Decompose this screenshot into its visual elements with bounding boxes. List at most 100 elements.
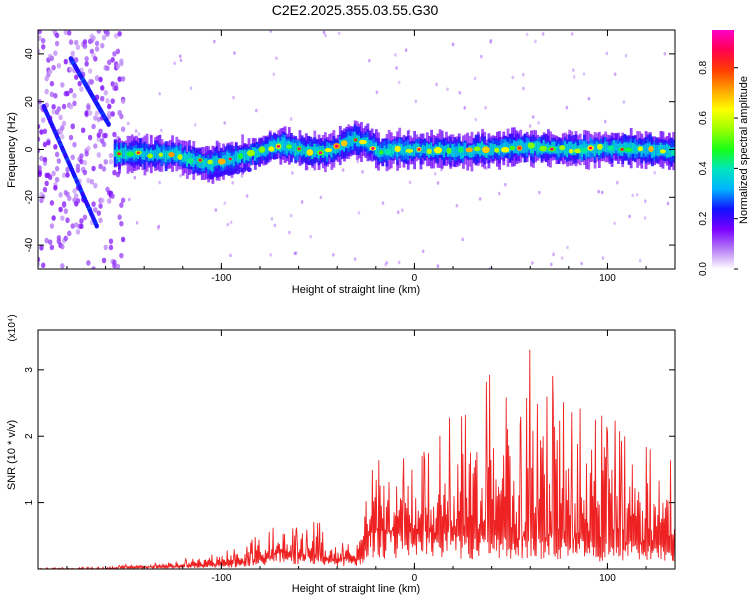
ridge-cell [124,146,128,160]
ridge-cell [555,146,559,154]
ridge-blob [379,150,384,155]
noise-speck [570,32,574,36]
noise-speck [582,72,586,76]
snr-series-line [38,349,675,569]
ridge-cell [183,152,187,162]
ridge-cell [166,150,170,160]
noise-speck [44,180,49,187]
noise-speck [173,61,176,65]
ridge-cell [188,151,191,164]
ridge-cell [644,143,648,157]
noise-speck [223,121,227,125]
ridge-blob [177,153,183,160]
noise-speck [53,92,58,99]
colorbar-label: Normalized spectral amplitude [738,76,750,224]
noise-speck [54,32,60,39]
noise-speck [49,200,55,206]
ridge-blob [384,148,392,155]
noise-speck [638,258,642,263]
ridge-cell [597,144,601,155]
noise-speck [474,117,478,122]
ridge-blob [126,151,135,157]
noise-speck [666,201,670,206]
noise-speck [70,154,75,161]
colorbar: 0.0 0.2 0.4 0.6 0.8 Normalized spectral ampl… [698,30,750,276]
noise-speck [525,32,529,37]
streak-dot [106,121,111,127]
noise-speck [478,197,482,201]
ridge-cell [224,154,228,167]
noise-speck [103,89,108,96]
ridge-cell [525,141,529,153]
noise-speck [80,127,86,134]
noise-speck [41,262,46,269]
noise-speck [105,65,110,72]
noise-speck [580,261,583,266]
noise-speck [560,256,564,260]
noise-speck [54,40,60,47]
noise-speck [79,218,84,224]
noise-speck [60,82,65,88]
noise-speck [94,75,100,81]
noise-speck [622,100,626,104]
noise-speck [98,128,103,135]
noise-speck [522,86,525,91]
noise-speck [541,32,545,36]
ridge-blob [457,147,464,153]
noise-speck [232,95,235,100]
noise-speck [58,206,63,213]
noise-speck [231,181,234,185]
noise-speck [105,98,110,104]
chart-title: C2E2.2025.355.03.55.G30 [272,2,439,18]
noise-speck [94,110,100,117]
branch-dot [246,167,252,173]
noise-speck [375,90,379,95]
noise-speck [113,85,119,92]
ridge-cell [653,144,656,157]
noise-speck [42,186,48,193]
ridge-blob [147,153,153,159]
ridge-blob [465,147,473,153]
noise-speck [51,215,56,221]
noise-speck [96,116,102,123]
noise-speck [98,76,103,83]
ridge-cell [419,147,423,157]
colorbar-tick-label: 0.6 [698,111,709,125]
ridge-peak [276,145,281,148]
ridge-blob [659,149,666,154]
noise-speck [414,99,418,104]
noise-speck [368,58,371,63]
noise-speck [233,51,236,55]
noise-speck [628,214,631,219]
noise-speck [112,51,117,57]
ridge-cell [498,145,501,156]
ridge-cell [430,142,433,156]
noise-speck [291,171,294,175]
ridge-blob [268,146,275,152]
ridge-cell [334,144,338,154]
y-tick-label: 40 [24,48,35,60]
noise-speck [93,143,98,149]
noise-speck [552,252,555,257]
ridge-cell [366,137,370,148]
ridge-cell [631,142,635,154]
noise-speck [72,188,77,194]
ridge-peak [371,147,375,150]
noise-speck [272,72,276,77]
ridge-cell [462,146,465,159]
ridge-cell [209,159,213,171]
noise-speck [110,111,115,117]
noise-speck [86,260,91,266]
noise-speck [49,223,55,229]
noise-speck [82,39,88,45]
noise-speck [82,214,88,221]
ridge-cell [145,148,149,157]
noise-speck [38,123,41,130]
noise-speck [105,30,110,36]
noise-speck [87,68,93,74]
snr-frame [37,329,676,570]
streaks [41,56,111,229]
noise-speck [38,261,41,267]
ridge-blob [246,149,255,157]
ridge-blob [446,147,452,154]
